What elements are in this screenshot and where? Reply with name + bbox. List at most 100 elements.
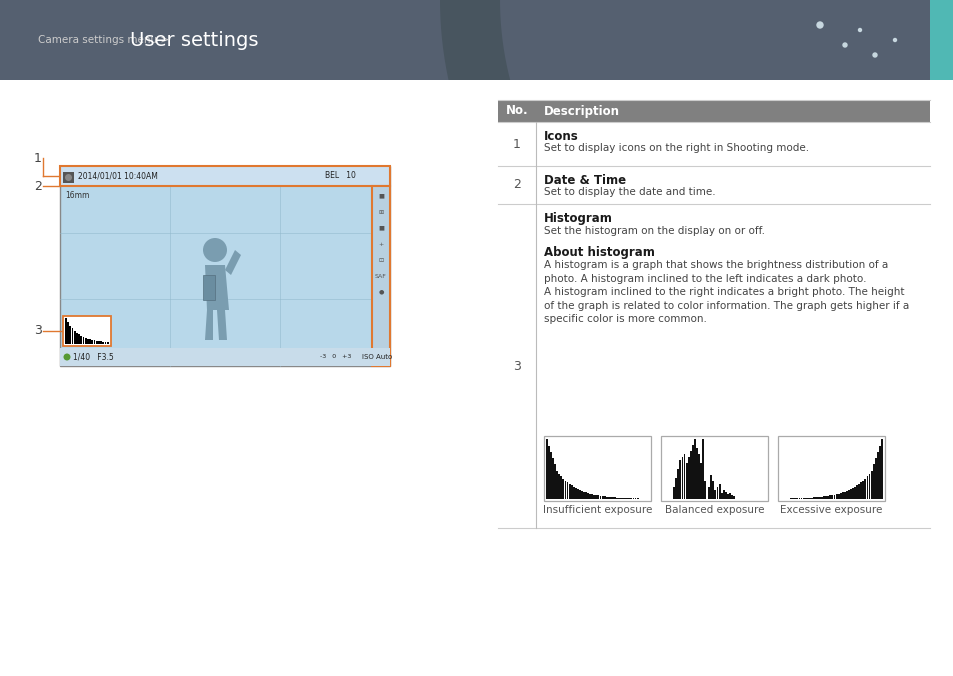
Circle shape xyxy=(872,53,876,57)
Bar xyxy=(726,494,728,499)
Bar xyxy=(83,337,85,344)
Bar xyxy=(564,481,566,499)
Circle shape xyxy=(816,22,822,28)
Text: Insufficient exposure: Insufficient exposure xyxy=(542,505,652,515)
Bar xyxy=(712,481,714,499)
Bar xyxy=(716,487,718,499)
Bar xyxy=(621,498,623,499)
Text: ⊞: ⊞ xyxy=(378,210,383,214)
Bar xyxy=(603,496,605,499)
Bar xyxy=(703,481,705,499)
Bar xyxy=(845,491,847,499)
Bar xyxy=(826,496,828,499)
Bar xyxy=(575,488,577,499)
Bar xyxy=(821,497,822,499)
Bar xyxy=(874,458,876,499)
Text: ■: ■ xyxy=(377,226,383,231)
Bar xyxy=(591,494,593,499)
Bar xyxy=(552,458,554,499)
Bar xyxy=(841,492,842,499)
Bar xyxy=(808,498,810,499)
Bar xyxy=(835,494,837,499)
Bar xyxy=(701,439,703,499)
Polygon shape xyxy=(205,310,213,340)
Bar xyxy=(860,483,862,499)
Text: Description: Description xyxy=(543,105,619,118)
Text: Camera settings menu >: Camera settings menu > xyxy=(38,35,172,45)
Bar xyxy=(595,495,597,499)
Bar xyxy=(70,326,71,344)
Bar xyxy=(65,318,67,344)
Bar xyxy=(597,496,598,499)
Bar xyxy=(865,477,867,499)
Bar xyxy=(720,493,721,499)
Bar xyxy=(616,498,618,499)
Circle shape xyxy=(203,238,227,262)
Bar xyxy=(691,445,693,499)
Text: Icons: Icons xyxy=(543,130,578,143)
Bar xyxy=(687,457,689,499)
Bar xyxy=(683,454,685,499)
Bar xyxy=(107,342,109,344)
Text: 1: 1 xyxy=(513,137,520,151)
Bar xyxy=(660,436,767,501)
Bar xyxy=(589,493,591,499)
Bar xyxy=(732,496,734,499)
Bar xyxy=(60,166,390,366)
Bar xyxy=(700,463,701,499)
Bar xyxy=(556,471,558,499)
Bar xyxy=(568,484,570,499)
Bar xyxy=(714,490,716,499)
Text: Excessive exposure: Excessive exposure xyxy=(780,505,882,515)
Bar xyxy=(593,495,595,499)
Bar xyxy=(843,491,845,499)
Bar xyxy=(929,0,953,80)
Bar xyxy=(0,0,953,80)
Text: 3: 3 xyxy=(513,360,520,372)
Bar xyxy=(559,477,561,499)
Text: -3   0   +3: -3 0 +3 xyxy=(319,354,351,360)
Text: You can add or remove shooting information from the display.: You can add or remove shooting informati… xyxy=(38,136,402,149)
Bar xyxy=(680,457,682,499)
Text: ⊡: ⊡ xyxy=(378,258,383,262)
Bar xyxy=(863,479,865,499)
Bar xyxy=(801,498,803,499)
Bar xyxy=(601,496,603,499)
Bar xyxy=(839,493,841,499)
Bar xyxy=(870,471,872,499)
Bar xyxy=(867,474,869,499)
Bar xyxy=(87,339,89,344)
Bar xyxy=(847,490,849,499)
Text: ■: ■ xyxy=(377,193,383,199)
Bar xyxy=(85,338,87,344)
Bar xyxy=(71,329,73,344)
Bar xyxy=(584,492,586,499)
Bar xyxy=(833,495,835,499)
Bar xyxy=(554,464,556,499)
Circle shape xyxy=(842,43,846,47)
Bar xyxy=(623,498,625,499)
Bar xyxy=(605,497,607,499)
Bar xyxy=(98,341,100,344)
Bar xyxy=(693,439,695,499)
Bar xyxy=(724,492,726,499)
Bar xyxy=(628,498,630,499)
Text: 2: 2 xyxy=(513,178,520,191)
Bar xyxy=(63,172,74,183)
Text: ISO Auto: ISO Auto xyxy=(361,354,392,360)
Bar xyxy=(566,483,568,499)
Bar xyxy=(718,484,720,499)
Text: A histogram is a graph that shows the brightness distribution of a
photo. A hist: A histogram is a graph that shows the br… xyxy=(543,260,908,324)
Circle shape xyxy=(893,39,896,41)
Bar xyxy=(812,498,814,499)
Text: 3: 3 xyxy=(34,324,42,337)
Polygon shape xyxy=(439,0,720,118)
Bar xyxy=(73,331,75,344)
Bar xyxy=(722,490,724,499)
Bar xyxy=(547,445,549,499)
Bar xyxy=(685,463,687,499)
Text: User settings: User settings xyxy=(130,30,258,49)
Bar xyxy=(822,496,824,499)
Bar xyxy=(876,452,878,499)
Bar xyxy=(810,498,812,499)
